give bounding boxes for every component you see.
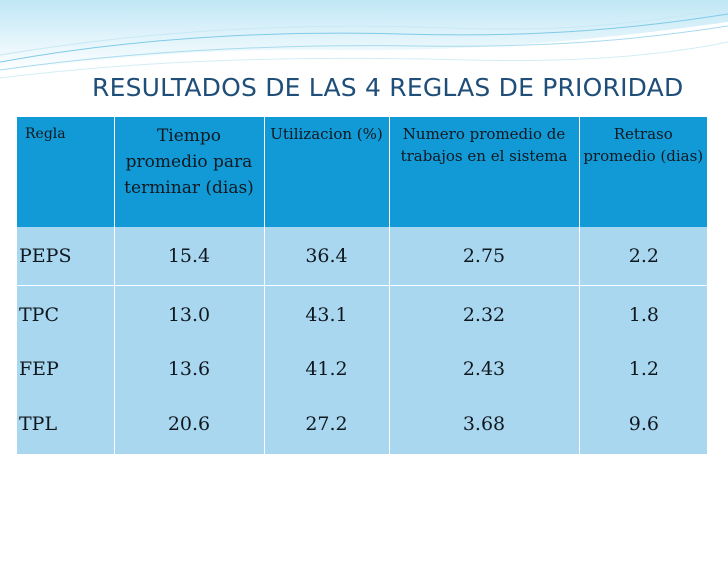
- header-utilizacion: Utilizacion (%): [264, 117, 390, 227]
- cell-retraso: 1.8: [579, 285, 707, 344]
- header-tiempo-promedio: Tiempo promedio para terminar (dias): [114, 117, 265, 227]
- cell-regla: TPL: [17, 394, 115, 454]
- table-row: TPC 13.0 43.1 2.32 1.8: [17, 285, 707, 344]
- table-header-row: Regla Tiempo promedio para terminar (dia…: [17, 117, 707, 227]
- cell-tiempo: 13.6: [114, 344, 265, 394]
- header-numero-promedio: Numero promedio de trabajos en el sistem…: [389, 117, 580, 227]
- cell-utilizacion: 27.2: [264, 394, 390, 454]
- priority-rules-results-table: Regla Tiempo promedio para terminar (dia…: [17, 117, 707, 454]
- cell-tiempo: 20.6: [114, 394, 265, 454]
- cell-regla: PEPS: [17, 227, 115, 286]
- cell-tiempo: 13.0: [114, 285, 265, 344]
- cell-numero-promedio: 2.32: [389, 285, 580, 344]
- cell-retraso: 1.2: [579, 344, 707, 394]
- cell-regla: TPC: [17, 285, 115, 344]
- slide-title: RESULTADOS DE LAS 4 REGLAS DE PRIORIDAD: [92, 73, 684, 102]
- cell-utilizacion: 43.1: [264, 285, 390, 344]
- table-row: TPL 20.6 27.2 3.68 9.6: [17, 394, 707, 454]
- cell-numero-promedio: 2.43: [389, 344, 580, 394]
- cell-utilizacion: 36.4: [264, 227, 390, 286]
- table-row: FEP 13.6 41.2 2.43 1.2: [17, 344, 707, 394]
- cell-regla: FEP: [17, 344, 115, 394]
- cell-retraso: 2.2: [579, 227, 707, 286]
- decorative-wave-banner: [0, 0, 728, 79]
- table-row: PEPS 15.4 36.4 2.75 2.2: [17, 227, 707, 286]
- header-regla: Regla: [17, 117, 115, 227]
- cell-tiempo: 15.4: [114, 227, 265, 286]
- header-retraso-promedio: Retraso promedio (dias): [579, 117, 707, 227]
- cell-utilizacion: 41.2: [264, 344, 390, 394]
- cell-retraso: 9.6: [579, 394, 707, 454]
- cell-numero-promedio: 3.68: [389, 394, 580, 454]
- cell-numero-promedio: 2.75: [389, 227, 580, 286]
